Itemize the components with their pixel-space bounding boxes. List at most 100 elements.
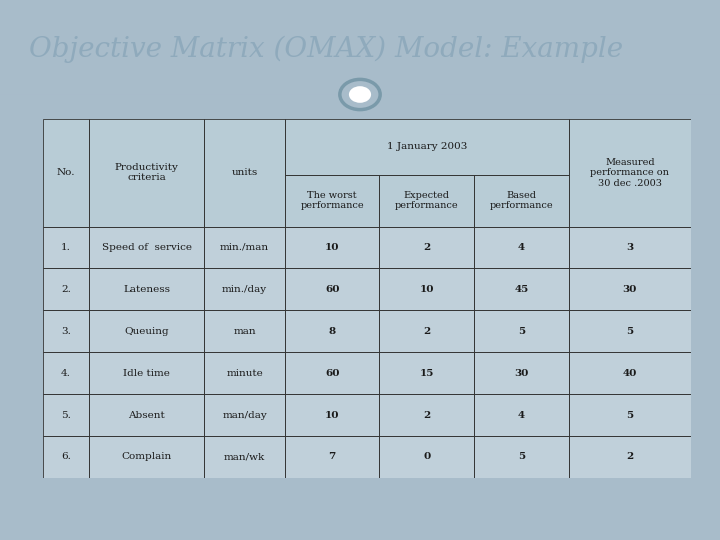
Bar <box>285 352 379 394</box>
Text: 30: 30 <box>514 369 528 377</box>
Bar <box>43 310 89 352</box>
Bar <box>474 175 569 227</box>
Bar <box>474 227 569 268</box>
Bar <box>285 310 379 352</box>
Bar <box>204 268 285 310</box>
Text: 4: 4 <box>518 243 525 252</box>
Text: 5.: 5. <box>61 410 71 420</box>
Bar <box>43 394 89 436</box>
Text: minute: minute <box>226 369 263 377</box>
Text: 1 January 2003: 1 January 2003 <box>387 143 467 151</box>
Bar <box>204 436 285 478</box>
Bar <box>43 227 89 268</box>
Text: Complain: Complain <box>122 453 171 462</box>
Bar <box>285 310 379 352</box>
Text: 10: 10 <box>420 285 434 294</box>
Text: 6.: 6. <box>61 453 71 462</box>
Text: 8: 8 <box>328 327 336 336</box>
Bar <box>379 310 474 352</box>
Bar <box>89 310 204 352</box>
Text: min./man: min./man <box>220 243 269 252</box>
Text: min./day: min./day <box>222 285 267 294</box>
Bar <box>89 394 204 436</box>
Text: 5: 5 <box>626 410 634 420</box>
Text: 3: 3 <box>626 243 634 252</box>
Bar <box>43 119 89 227</box>
Bar <box>89 352 204 394</box>
Bar <box>89 436 204 478</box>
Bar <box>569 310 691 352</box>
Bar <box>474 227 569 268</box>
Bar <box>204 352 285 394</box>
Text: man/day: man/day <box>222 410 267 420</box>
Text: Objective Matrix (OMAX) Model: Example: Objective Matrix (OMAX) Model: Example <box>29 36 623 63</box>
Bar <box>285 394 379 436</box>
Text: 1.: 1. <box>61 243 71 252</box>
Text: 2: 2 <box>626 453 634 462</box>
Text: 3.: 3. <box>61 327 71 336</box>
Bar <box>204 119 285 227</box>
Bar <box>89 227 204 268</box>
Text: 2: 2 <box>423 327 431 336</box>
Text: Idle time: Idle time <box>123 369 170 377</box>
Bar <box>379 310 474 352</box>
Bar <box>379 268 474 310</box>
Bar <box>569 268 691 310</box>
Text: units: units <box>232 168 258 177</box>
Bar <box>569 436 691 478</box>
Text: 15: 15 <box>420 369 434 377</box>
Bar <box>569 436 691 478</box>
Bar <box>474 394 569 436</box>
Bar <box>43 436 89 478</box>
Text: 5: 5 <box>518 327 525 336</box>
Bar <box>43 436 89 478</box>
Bar <box>285 268 379 310</box>
Bar <box>89 227 204 268</box>
Text: man: man <box>233 327 256 336</box>
Bar <box>89 352 204 394</box>
Bar <box>285 268 379 310</box>
Bar <box>204 394 285 436</box>
Text: Based
performance: Based performance <box>490 191 553 211</box>
Bar <box>89 119 204 227</box>
Bar <box>569 268 691 310</box>
Bar <box>285 436 379 478</box>
Text: 45: 45 <box>514 285 528 294</box>
Bar <box>474 436 569 478</box>
Bar <box>379 227 474 268</box>
Bar <box>43 227 89 268</box>
Text: 10: 10 <box>325 243 339 252</box>
Text: The worst
performance: The worst performance <box>300 191 364 211</box>
Bar <box>285 227 379 268</box>
Bar <box>474 436 569 478</box>
Bar <box>379 394 474 436</box>
Text: Absent: Absent <box>128 410 165 420</box>
Text: 4.: 4. <box>61 369 71 377</box>
Bar <box>569 352 691 394</box>
Bar <box>285 175 379 227</box>
Text: 60: 60 <box>325 285 339 294</box>
Bar <box>569 119 691 227</box>
Bar <box>569 227 691 268</box>
Bar <box>379 436 474 478</box>
Bar <box>204 352 285 394</box>
Text: 2: 2 <box>423 410 431 420</box>
Text: No.: No. <box>57 168 75 177</box>
Bar <box>43 268 89 310</box>
Bar <box>379 352 474 394</box>
Bar <box>89 268 204 310</box>
Bar <box>89 268 204 310</box>
Text: Queuing: Queuing <box>125 327 169 336</box>
Bar <box>285 119 569 175</box>
Bar <box>474 310 569 352</box>
Bar <box>569 310 691 352</box>
Bar <box>379 227 474 268</box>
Bar <box>43 352 89 394</box>
Text: 40: 40 <box>623 369 637 377</box>
Bar <box>204 268 285 310</box>
Bar <box>474 352 569 394</box>
Text: 30: 30 <box>623 285 637 294</box>
Bar <box>43 119 89 227</box>
Bar <box>474 175 569 227</box>
Bar <box>43 394 89 436</box>
